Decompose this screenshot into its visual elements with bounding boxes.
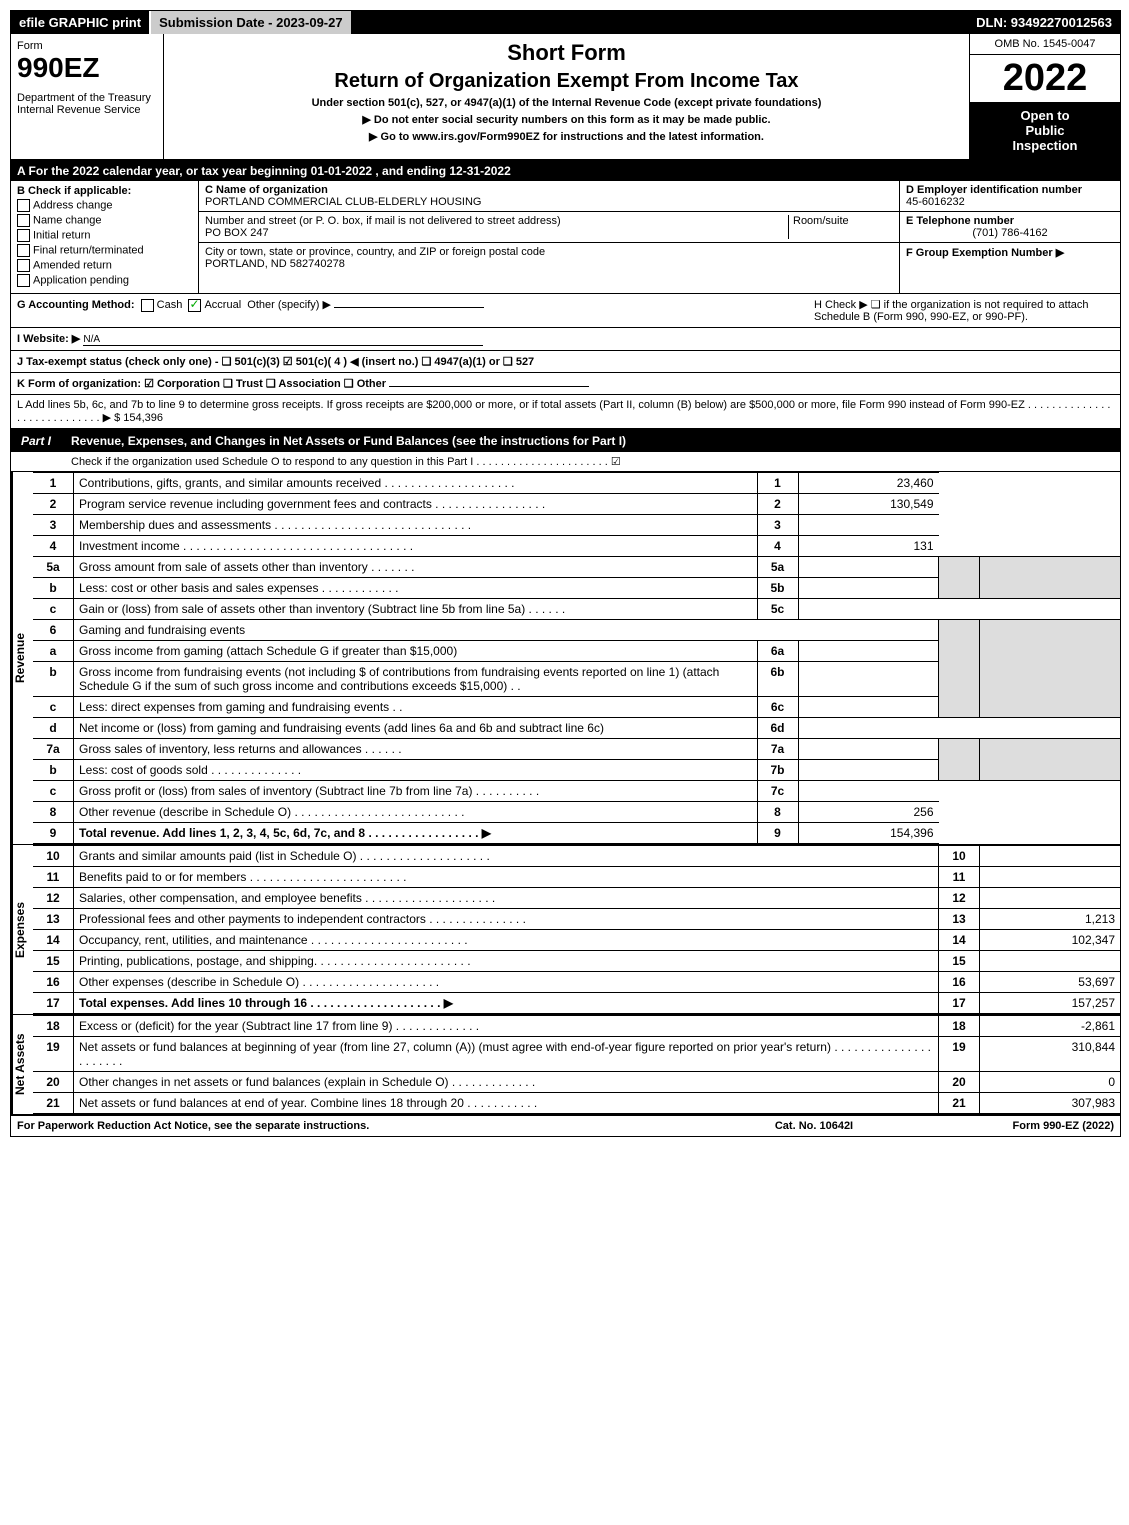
- omb: OMB No. 1545-0047: [970, 34, 1120, 55]
- D-val: 45-6016232: [906, 196, 965, 208]
- header-left: Form 990EZ Department of the Treasury In…: [11, 34, 164, 159]
- efile-label: efile GRAPHIC print: [11, 11, 149, 34]
- E-lab: E Telephone number: [906, 215, 1014, 227]
- ck-initial-return[interactable]: Initial return: [17, 229, 192, 242]
- col-DEF: D Employer identification number 45-6016…: [899, 181, 1120, 293]
- section-K: K Form of organization: ☑ Corporation ❑ …: [11, 373, 1120, 395]
- insp-2: Public: [976, 123, 1114, 138]
- inspection-box: Open to Public Inspection: [970, 102, 1120, 159]
- B-title: B Check if applicable:: [17, 185, 131, 197]
- revenue-side-label: Revenue: [11, 472, 33, 844]
- city-val: PORTLAND, ND 582740278: [205, 258, 345, 270]
- note-url: ▶ Go to www.irs.gov/Form990EZ for instru…: [170, 130, 963, 143]
- revenue-section: Revenue 1Contributions, gifts, grants, a…: [11, 472, 1120, 845]
- line-A: A For the 2022 calendar year, or tax yea…: [11, 161, 1120, 181]
- section-J: J Tax-exempt status (check only one) - ❑…: [11, 351, 1120, 373]
- part1-desc: Revenue, Expenses, and Changes in Net As…: [71, 434, 626, 448]
- ck-accrual[interactable]: [188, 299, 201, 312]
- netassets-section: Net Assets 18Excess or (deficit) for the…: [11, 1015, 1120, 1116]
- form-container: efile GRAPHIC print Submission Date - 20…: [10, 10, 1121, 1137]
- col-B: B Check if applicable: Address change Na…: [11, 181, 199, 293]
- org-name: PORTLAND COMMERCIAL CLUB-ELDERLY HOUSING: [205, 196, 481, 208]
- footer: For Paperwork Reduction Act Notice, see …: [11, 1116, 1120, 1136]
- expenses-table: 10Grants and similar amounts paid (list …: [33, 845, 1120, 1014]
- J-lab: J Tax-exempt status (check only one) - ❑…: [17, 356, 534, 368]
- expenses-section: Expenses 10Grants and similar amounts pa…: [11, 845, 1120, 1015]
- footer-left: For Paperwork Reduction Act Notice, see …: [17, 1120, 714, 1132]
- F-group: F Group Exemption Number ▶: [900, 243, 1120, 262]
- submission-date: Submission Date - 2023-09-27: [149, 11, 351, 34]
- dln: DLN: 93492270012563: [968, 11, 1120, 34]
- ck-final-return[interactable]: Final return/terminated: [17, 244, 192, 257]
- section-BCDEF: B Check if applicable: Address change Na…: [11, 181, 1120, 294]
- topbar: efile GRAPHIC print Submission Date - 20…: [11, 11, 1120, 34]
- E-phone: E Telephone number (701) 786-4162: [900, 212, 1120, 243]
- expenses-side-label: Expenses: [11, 845, 33, 1014]
- part1-bar: Part I Revenue, Expenses, and Changes in…: [11, 430, 1120, 452]
- header: Form 990EZ Department of the Treasury In…: [11, 34, 1120, 161]
- G-lab: G Accounting Method:: [17, 299, 135, 311]
- ck-name-change[interactable]: Name change: [17, 214, 192, 227]
- addr-lab: Number and street (or P. O. box, if mail…: [205, 215, 561, 227]
- revenue-table: 1Contributions, gifts, grants, and simil…: [33, 472, 1120, 844]
- part1-check: Check if the organization used Schedule …: [11, 452, 1120, 472]
- ck-cash[interactable]: [141, 299, 154, 312]
- insp-3: Inspection: [976, 138, 1114, 153]
- tax-year: 2022: [970, 55, 1120, 102]
- netassets-side-label: Net Assets: [11, 1015, 33, 1114]
- header-mid: Short Form Return of Organization Exempt…: [164, 34, 969, 159]
- C-name: C Name of organization PORTLAND COMMERCI…: [199, 181, 899, 212]
- insp-1: Open to: [976, 108, 1114, 123]
- part1-label: Part I: [11, 430, 61, 452]
- short-form: Short Form: [170, 40, 963, 66]
- ck-pending[interactable]: Application pending: [17, 274, 192, 287]
- subtitle: Under section 501(c), 527, or 4947(a)(1)…: [170, 97, 963, 109]
- room-lab: Room/suite: [793, 215, 849, 227]
- D-lab: D Employer identification number: [906, 184, 1082, 196]
- C-lab: C Name of organization: [205, 184, 328, 196]
- footer-right: Form 990-EZ (2022): [914, 1120, 1114, 1132]
- header-right: OMB No. 1545-0047 2022 Open to Public In…: [969, 34, 1120, 159]
- form-number: 990EZ: [17, 52, 157, 84]
- form-word: Form: [17, 40, 157, 52]
- return-title: Return of Organization Exempt From Incom…: [170, 70, 963, 93]
- col-C: C Name of organization PORTLAND COMMERCI…: [199, 181, 899, 293]
- H-txt: H Check ▶ ❑ if the organization is not r…: [814, 298, 1114, 323]
- C-addr: Number and street (or P. O. box, if mail…: [199, 212, 899, 243]
- F-lab: F Group Exemption Number ▶: [906, 247, 1064, 259]
- city-lab: City or town, state or province, country…: [205, 246, 545, 258]
- addr-val: PO BOX 247: [205, 227, 269, 239]
- note-ssn: ▶ Do not enter social security numbers o…: [170, 113, 963, 126]
- ck-amended[interactable]: Amended return: [17, 259, 192, 272]
- I-lab: I Website: ▶: [17, 333, 80, 345]
- E-val: (701) 786-4162: [972, 227, 1047, 239]
- footer-mid: Cat. No. 10642I: [714, 1120, 914, 1132]
- C-city: City or town, state or province, country…: [199, 243, 899, 273]
- section-GH: G Accounting Method: Cash Accrual Other …: [11, 294, 1120, 328]
- K-lab: K Form of organization: ☑ Corporation ❑ …: [17, 378, 386, 390]
- I-val: N/A: [83, 334, 100, 345]
- netassets-table: 18Excess or (deficit) for the year (Subt…: [33, 1015, 1120, 1114]
- ck-address-change[interactable]: Address change: [17, 199, 192, 212]
- section-I: I Website: ▶ N/A: [11, 328, 1120, 351]
- D-ein: D Employer identification number 45-6016…: [900, 181, 1120, 212]
- dept: Department of the Treasury Internal Reve…: [17, 92, 157, 116]
- section-L: L Add lines 5b, 6c, and 7b to line 9 to …: [11, 395, 1120, 430]
